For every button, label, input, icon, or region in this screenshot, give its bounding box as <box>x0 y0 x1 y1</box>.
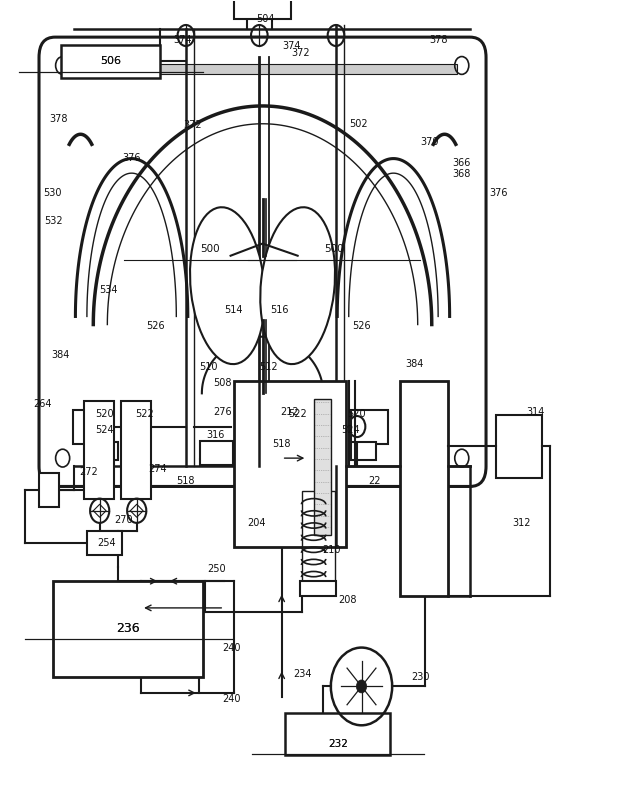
FancyBboxPatch shape <box>68 64 458 74</box>
Text: 500: 500 <box>324 244 344 254</box>
Text: 522: 522 <box>288 409 307 418</box>
Text: 512: 512 <box>260 362 278 371</box>
Text: 514: 514 <box>225 305 243 315</box>
Text: 500: 500 <box>200 244 220 254</box>
Text: 366: 366 <box>452 157 471 168</box>
FancyBboxPatch shape <box>234 0 291 19</box>
Text: 526: 526 <box>352 321 371 331</box>
Text: 376: 376 <box>122 152 141 163</box>
Circle shape <box>356 680 367 693</box>
Text: 254: 254 <box>97 539 115 548</box>
Text: 376: 376 <box>490 188 508 199</box>
FancyBboxPatch shape <box>92 442 118 460</box>
Text: 524: 524 <box>95 425 114 435</box>
Text: 508: 508 <box>214 378 232 388</box>
Text: 518: 518 <box>177 476 195 486</box>
Text: 532: 532 <box>44 216 63 226</box>
Text: 276: 276 <box>213 407 232 417</box>
Text: 368: 368 <box>452 169 471 179</box>
Text: 316: 316 <box>206 430 225 440</box>
Text: 504: 504 <box>257 15 275 24</box>
Text: 516: 516 <box>271 305 289 315</box>
Text: 518: 518 <box>273 439 291 448</box>
Text: 250: 250 <box>207 564 226 574</box>
FancyBboxPatch shape <box>53 581 203 676</box>
FancyBboxPatch shape <box>248 383 276 404</box>
Text: 378: 378 <box>429 35 447 45</box>
Text: 22: 22 <box>368 476 381 486</box>
FancyBboxPatch shape <box>39 473 60 507</box>
FancyBboxPatch shape <box>87 531 122 556</box>
Ellipse shape <box>190 208 265 364</box>
Text: 240: 240 <box>223 643 241 654</box>
FancyBboxPatch shape <box>351 442 376 460</box>
Text: 530: 530 <box>43 188 61 199</box>
Text: 232: 232 <box>328 739 348 749</box>
Text: 236: 236 <box>116 623 140 636</box>
Text: 524: 524 <box>341 425 360 435</box>
Text: 378: 378 <box>49 114 68 124</box>
Text: 526: 526 <box>147 321 165 331</box>
Text: 212: 212 <box>281 407 300 417</box>
Text: 384: 384 <box>405 359 424 369</box>
Text: 314: 314 <box>527 407 545 417</box>
FancyBboxPatch shape <box>314 399 332 535</box>
Text: 270: 270 <box>115 516 133 526</box>
Text: 372: 372 <box>292 49 310 58</box>
FancyBboxPatch shape <box>495 415 541 478</box>
FancyBboxPatch shape <box>73 410 110 444</box>
Text: 272: 272 <box>79 467 98 477</box>
FancyBboxPatch shape <box>351 410 388 444</box>
FancyBboxPatch shape <box>121 401 152 499</box>
Text: 502: 502 <box>349 118 367 129</box>
Text: 374: 374 <box>173 35 192 45</box>
Text: 522: 522 <box>135 409 154 418</box>
Text: 264: 264 <box>33 399 52 409</box>
Text: 232: 232 <box>328 739 348 749</box>
FancyBboxPatch shape <box>39 37 486 487</box>
FancyBboxPatch shape <box>84 401 115 499</box>
Text: 374: 374 <box>282 41 301 51</box>
Text: 210: 210 <box>323 545 340 555</box>
Text: 506: 506 <box>100 57 122 67</box>
FancyBboxPatch shape <box>285 713 390 755</box>
Text: 234: 234 <box>294 669 312 680</box>
Text: 372: 372 <box>183 119 202 130</box>
Ellipse shape <box>260 208 335 364</box>
Text: 274: 274 <box>148 464 166 474</box>
Text: 236: 236 <box>116 623 140 636</box>
FancyBboxPatch shape <box>234 381 346 547</box>
Text: 510: 510 <box>199 362 218 371</box>
Text: 384: 384 <box>52 350 70 360</box>
Text: 520: 520 <box>95 409 114 418</box>
Text: 534: 534 <box>99 285 117 294</box>
Text: 506: 506 <box>100 57 122 67</box>
FancyBboxPatch shape <box>61 45 161 78</box>
Text: 208: 208 <box>338 594 356 605</box>
Text: 520: 520 <box>347 409 365 418</box>
Text: 240: 240 <box>223 693 241 704</box>
FancyBboxPatch shape <box>400 381 448 596</box>
FancyBboxPatch shape <box>300 581 336 596</box>
FancyBboxPatch shape <box>200 441 233 466</box>
Text: 230: 230 <box>411 672 429 682</box>
Text: 312: 312 <box>513 518 531 528</box>
Text: 370: 370 <box>420 136 439 147</box>
Text: 204: 204 <box>247 518 266 528</box>
